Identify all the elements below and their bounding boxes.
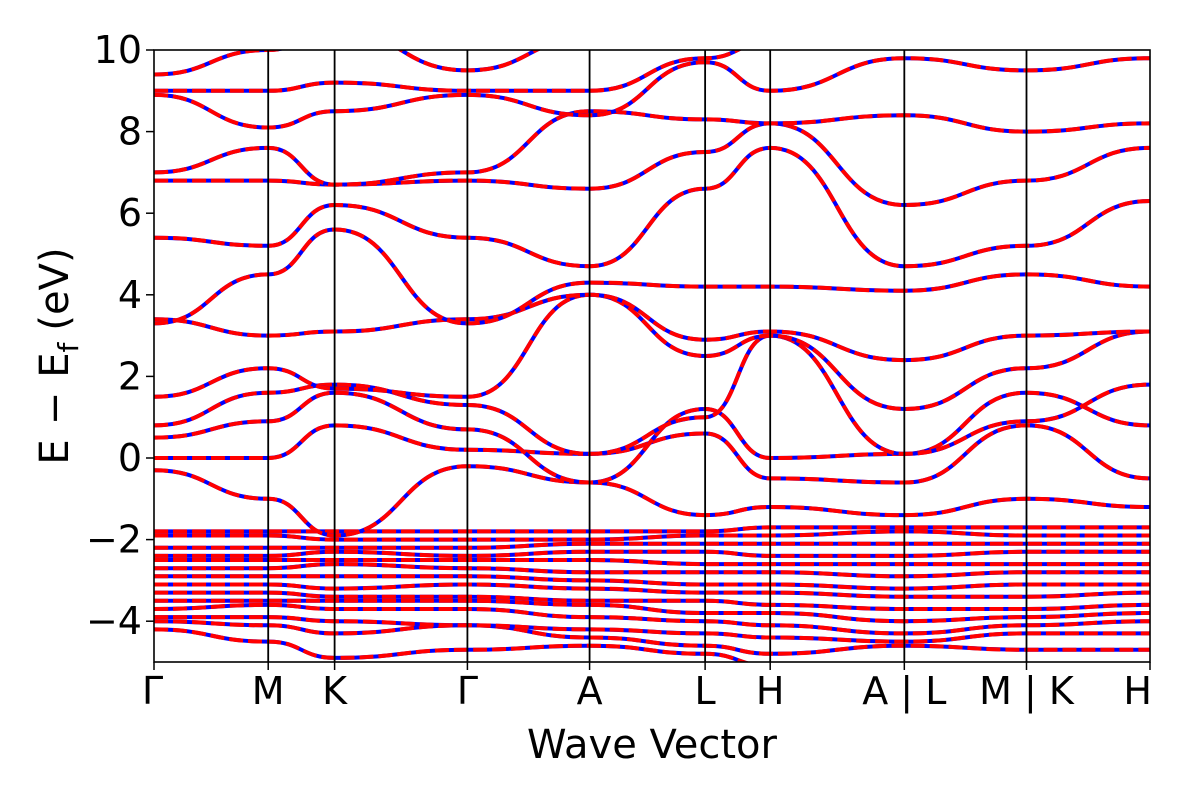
x-tick-label: Γ	[142, 669, 163, 713]
x-axis-label: Wave Vector	[527, 722, 778, 768]
band-line-overlay	[154, 615, 1150, 644]
y-tick-label: 4	[118, 273, 142, 317]
y-axis-label: E−Ef(eV)	[32, 247, 85, 464]
band-line-overlay	[154, 121, 1150, 208]
y-tick-label: 0	[118, 436, 142, 480]
band-line-overlay	[154, 333, 1150, 456]
band-line-overlay	[154, 562, 1150, 579]
band-line-overlay	[154, 574, 1150, 591]
band-line-overlay	[154, 50, 743, 93]
band-line-overlay	[154, 145, 1150, 269]
band-line-overlay	[154, 390, 1150, 485]
bands-layer	[154, 50, 1150, 662]
y-tick-label: −2	[86, 518, 142, 562]
x-tick-label: H	[756, 669, 785, 713]
band-line-overlay	[154, 529, 1150, 542]
x-tick-label: H	[1123, 669, 1152, 713]
y-tick-label: −4	[86, 599, 142, 643]
band-line-reference	[154, 109, 1150, 187]
band-line-overlay	[154, 292, 1150, 363]
plot-frame	[153, 49, 1151, 663]
x-tick-label: A | L	[862, 669, 946, 714]
band-line-overlay	[154, 598, 1150, 624]
band-line-reference	[154, 121, 1150, 208]
band-line-overlay	[154, 56, 1150, 130]
band-line-reference	[154, 292, 1150, 412]
x-tick-label: M | K	[979, 669, 1075, 714]
band-line-reference	[154, 627, 751, 662]
band-line-overlay	[154, 525, 1150, 534]
band-line-overlay	[154, 590, 1150, 612]
band-line-overlay	[154, 582, 1150, 599]
x-tick-label: A	[577, 669, 603, 713]
x-tick-label: M	[252, 669, 285, 713]
band-line-overlay	[154, 557, 1150, 567]
band-line-overlay	[154, 602, 1150, 636]
band-line-overlay	[154, 292, 1150, 412]
x-tick-label: Γ	[457, 669, 478, 713]
band-line-reference	[154, 333, 1150, 456]
band-line-overlay	[154, 227, 1150, 326]
high-symmetry-lines	[267, 50, 1028, 662]
y-tick-label: 2	[118, 354, 142, 398]
y-tick-label: 8	[118, 110, 142, 154]
y-tick-label: 10	[94, 28, 142, 72]
x-tick-label: L	[695, 669, 716, 713]
y-axis-ticks: −4 −2 0 2 4 6 8 10	[86, 28, 154, 643]
band-line-overlay	[154, 109, 1150, 187]
band-line-overlay	[154, 619, 1150, 656]
band-line-overlay	[154, 423, 1150, 485]
x-tick-label: K	[322, 669, 348, 713]
band-line-overlay	[154, 464, 1150, 538]
y-tick-label: 6	[118, 191, 142, 235]
band-line-overlay	[154, 549, 1150, 558]
band-line-overlay	[154, 541, 1150, 550]
